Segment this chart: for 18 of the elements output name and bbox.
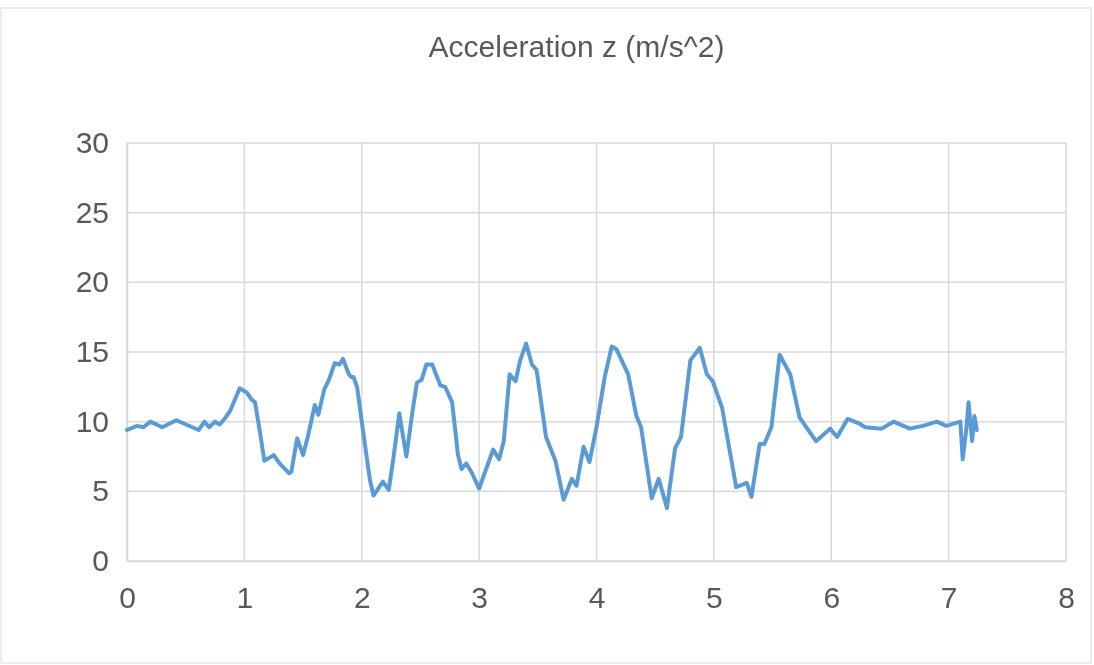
y-tick-label: 30 [75, 126, 109, 160]
x-tick-label: 3 [471, 581, 488, 614]
x-tick-label: 6 [823, 581, 841, 614]
y-tick-label: 10 [75, 404, 109, 438]
x-tick-label: 2 [353, 581, 371, 614]
y-tick-label: 25 [75, 195, 109, 229]
x-tick-label: 7 [940, 581, 958, 614]
x-tick-label: 5 [706, 581, 723, 614]
x-tick-label: 1 [236, 581, 254, 614]
y-tick-label: 0 [92, 544, 109, 578]
y-tick-label: 5 [92, 474, 109, 508]
x-tick-label: 4 [588, 581, 606, 614]
x-tick-label: 8 [1058, 581, 1075, 614]
chart-title: Acceleration z (m/s^2) [428, 30, 725, 63]
x-tick-label: 0 [119, 581, 136, 614]
line-series [125, 341, 979, 511]
y-tick-label: 20 [75, 265, 109, 299]
y-tick-label: 15 [75, 335, 109, 369]
